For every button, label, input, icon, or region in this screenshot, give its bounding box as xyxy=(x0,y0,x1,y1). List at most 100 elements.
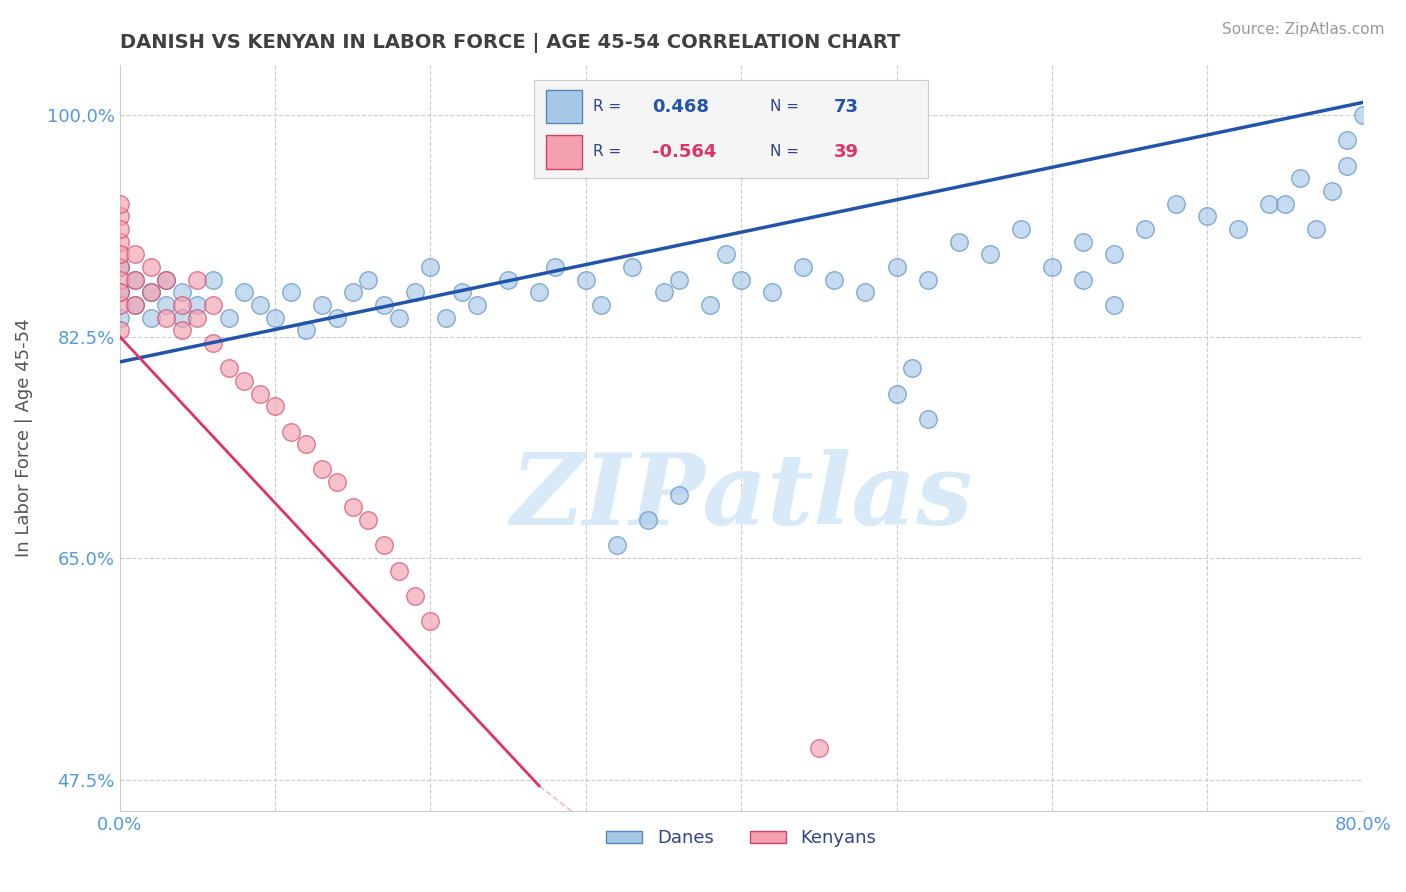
Point xyxy=(761,285,783,300)
Point xyxy=(621,260,644,274)
Point xyxy=(1040,260,1063,274)
Point xyxy=(823,273,845,287)
Point xyxy=(108,285,131,300)
Point xyxy=(917,273,939,287)
Point xyxy=(201,335,224,350)
Point xyxy=(450,285,472,300)
Point xyxy=(155,298,177,312)
Point xyxy=(170,298,193,312)
Point xyxy=(404,589,426,603)
Point xyxy=(496,273,519,287)
Point xyxy=(699,298,721,312)
Point xyxy=(264,310,287,325)
Point xyxy=(233,285,256,300)
Point xyxy=(170,285,193,300)
Point xyxy=(280,425,302,439)
Point xyxy=(249,386,271,401)
Text: N =: N = xyxy=(770,145,800,160)
Point xyxy=(1071,235,1094,249)
Text: R =: R = xyxy=(593,145,621,160)
Point xyxy=(1071,273,1094,287)
Point xyxy=(108,285,131,300)
Point xyxy=(1102,298,1125,312)
Point xyxy=(388,564,411,578)
Point xyxy=(108,235,131,249)
FancyBboxPatch shape xyxy=(546,136,582,169)
Point xyxy=(1320,184,1343,198)
Point xyxy=(668,488,690,502)
Point xyxy=(108,247,131,261)
Point xyxy=(311,462,333,476)
Point xyxy=(124,247,146,261)
Point xyxy=(404,285,426,300)
Point xyxy=(465,298,488,312)
Point xyxy=(1133,222,1156,236)
Point xyxy=(108,222,131,236)
Point xyxy=(124,273,146,287)
Point xyxy=(311,298,333,312)
Point xyxy=(1289,171,1312,186)
Text: 73: 73 xyxy=(834,98,859,116)
Point xyxy=(855,285,877,300)
Point xyxy=(886,386,908,401)
Point xyxy=(544,260,567,274)
Point xyxy=(186,273,208,287)
Point xyxy=(295,437,318,451)
Text: R =: R = xyxy=(593,99,621,114)
Point xyxy=(108,298,131,312)
Point xyxy=(388,310,411,325)
Point xyxy=(186,298,208,312)
Text: 39: 39 xyxy=(834,143,859,161)
Point xyxy=(606,538,628,552)
Point xyxy=(218,310,240,325)
Point xyxy=(1102,247,1125,261)
Point xyxy=(1258,196,1281,211)
Point xyxy=(419,260,441,274)
Point xyxy=(280,285,302,300)
Point xyxy=(201,298,224,312)
Point xyxy=(1166,196,1188,211)
Point xyxy=(108,210,131,224)
Point xyxy=(979,247,1001,261)
Point xyxy=(155,273,177,287)
Point xyxy=(170,310,193,325)
Point xyxy=(218,361,240,376)
Point xyxy=(233,374,256,388)
Point xyxy=(529,285,551,300)
Point xyxy=(668,273,690,287)
Point xyxy=(575,273,598,287)
Point xyxy=(419,615,441,629)
Point xyxy=(357,273,380,287)
FancyBboxPatch shape xyxy=(546,90,582,123)
Point xyxy=(264,399,287,413)
Point xyxy=(139,285,162,300)
Point xyxy=(249,298,271,312)
Text: DANISH VS KENYAN IN LABOR FORCE | AGE 45-54 CORRELATION CHART: DANISH VS KENYAN IN LABOR FORCE | AGE 45… xyxy=(120,33,900,53)
Point xyxy=(1197,210,1219,224)
Point xyxy=(155,273,177,287)
Point xyxy=(1351,108,1374,122)
Point xyxy=(108,260,131,274)
Point xyxy=(1227,222,1250,236)
Text: ZIPatlas: ZIPatlas xyxy=(510,450,973,546)
Point xyxy=(637,513,659,527)
Point xyxy=(714,247,737,261)
Point xyxy=(807,740,830,755)
Legend: Danes, Kenyans: Danes, Kenyans xyxy=(599,822,883,855)
Point xyxy=(124,273,146,287)
Point xyxy=(139,285,162,300)
Point xyxy=(948,235,970,249)
Text: -0.564: -0.564 xyxy=(652,143,717,161)
Point xyxy=(108,273,131,287)
Point xyxy=(139,260,162,274)
Point xyxy=(108,323,131,337)
Point xyxy=(886,260,908,274)
Text: N =: N = xyxy=(770,99,800,114)
Text: Source: ZipAtlas.com: Source: ZipAtlas.com xyxy=(1222,22,1385,37)
Point xyxy=(730,273,752,287)
Point xyxy=(591,298,613,312)
Point xyxy=(901,361,924,376)
Point xyxy=(186,310,208,325)
Point xyxy=(1274,196,1296,211)
Point xyxy=(326,475,349,490)
